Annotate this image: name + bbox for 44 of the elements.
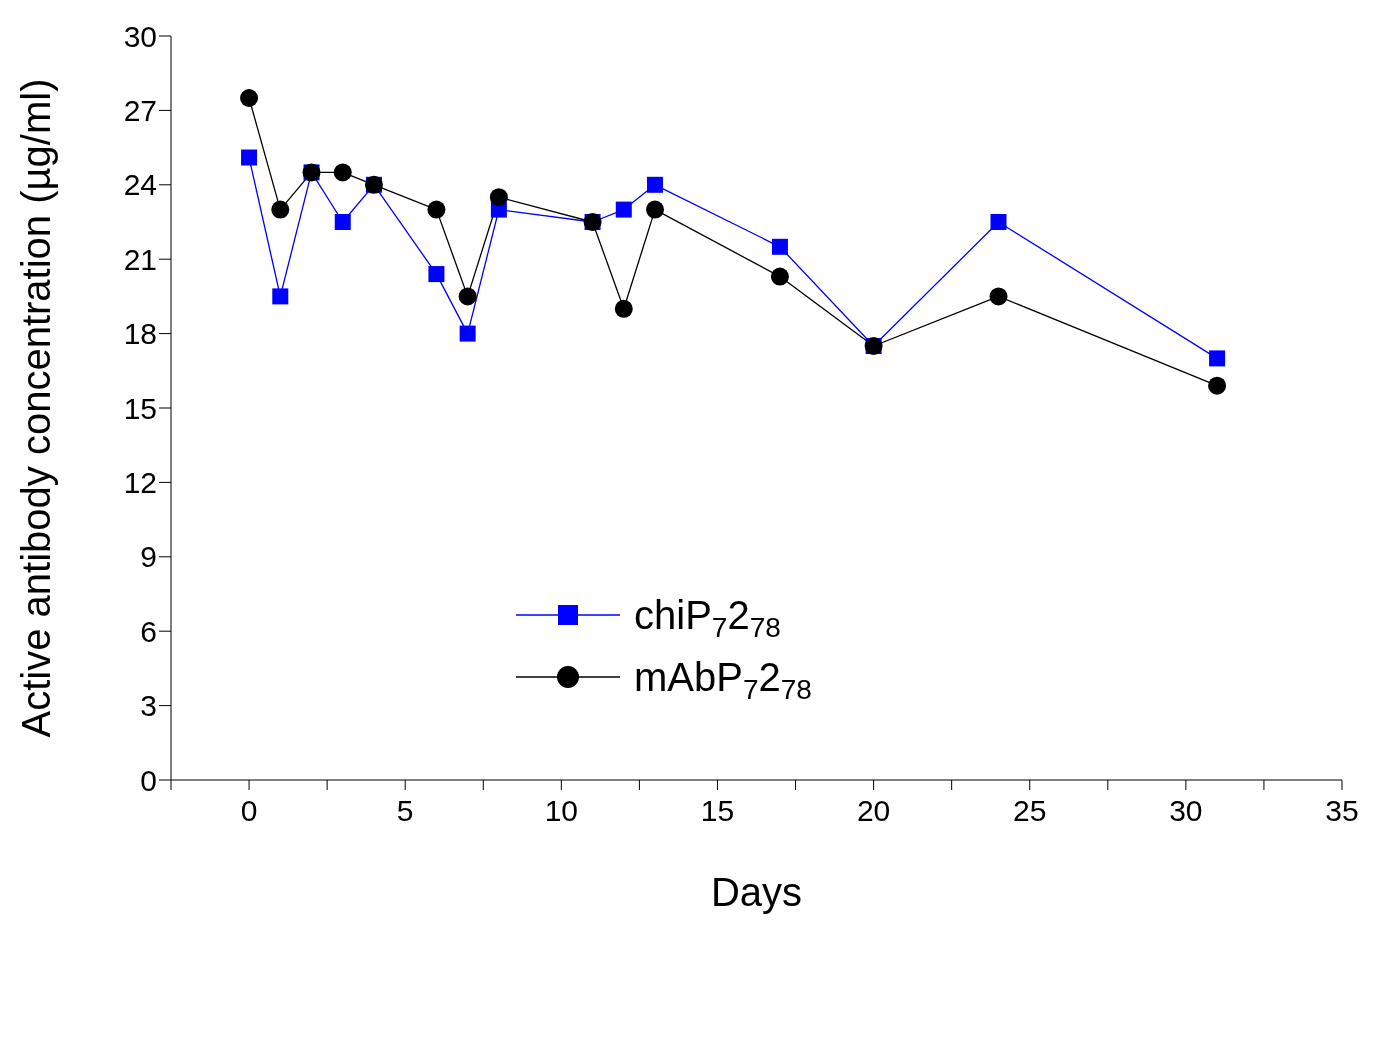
x-tick-label: 20: [856, 794, 891, 828]
point: [428, 266, 445, 283]
point: [333, 163, 352, 182]
point: [334, 214, 351, 230]
x-tick-label: 35: [1325, 794, 1359, 828]
y-tick-label: 9: [140, 540, 157, 574]
point: [458, 287, 477, 306]
x-tick-label: 25: [1013, 794, 1047, 828]
point: [272, 288, 289, 305]
y-tick-label: 0: [140, 763, 157, 797]
x-tick-label: 30: [1169, 794, 1203, 828]
point: [427, 200, 446, 219]
point: [1208, 376, 1227, 395]
point: [614, 299, 633, 318]
x-axis-title: Days: [710, 870, 803, 914]
x-tick-label: 5: [396, 794, 414, 828]
y-tick-label: 30: [123, 19, 157, 53]
point: [1209, 350, 1226, 367]
point: [646, 200, 665, 219]
point: [647, 176, 664, 193]
point: [771, 238, 788, 255]
point: [489, 188, 508, 207]
point: [271, 200, 290, 219]
y-tick-label: 3: [140, 689, 157, 723]
point: [770, 267, 789, 286]
point: [989, 287, 1008, 306]
point: [240, 89, 259, 107]
y-tick-label: 12: [123, 466, 157, 500]
point: [990, 214, 1007, 230]
y-tick-label: 6: [140, 614, 157, 648]
legend-label: chiP$_{7}$2$_{78}$: [634, 593, 781, 644]
y-tick-label: 21: [123, 242, 157, 276]
legend-label: mAbP$_{7}$2$_{78}$: [634, 655, 812, 706]
point: [615, 201, 632, 218]
x-tick-label: 15: [700, 794, 735, 828]
y-axis-title: Active antibody concentration (µg/ml): [14, 78, 59, 738]
x-tick-label: 0: [240, 794, 258, 828]
y-tick-label: 15: [123, 391, 157, 425]
y-tick-label: 24: [123, 168, 157, 202]
y-tick-label: 27: [123, 94, 157, 128]
x-tick-label: 10: [544, 794, 579, 828]
y-tick-label: 18: [123, 317, 157, 351]
point: [241, 149, 258, 166]
point: [459, 325, 476, 342]
